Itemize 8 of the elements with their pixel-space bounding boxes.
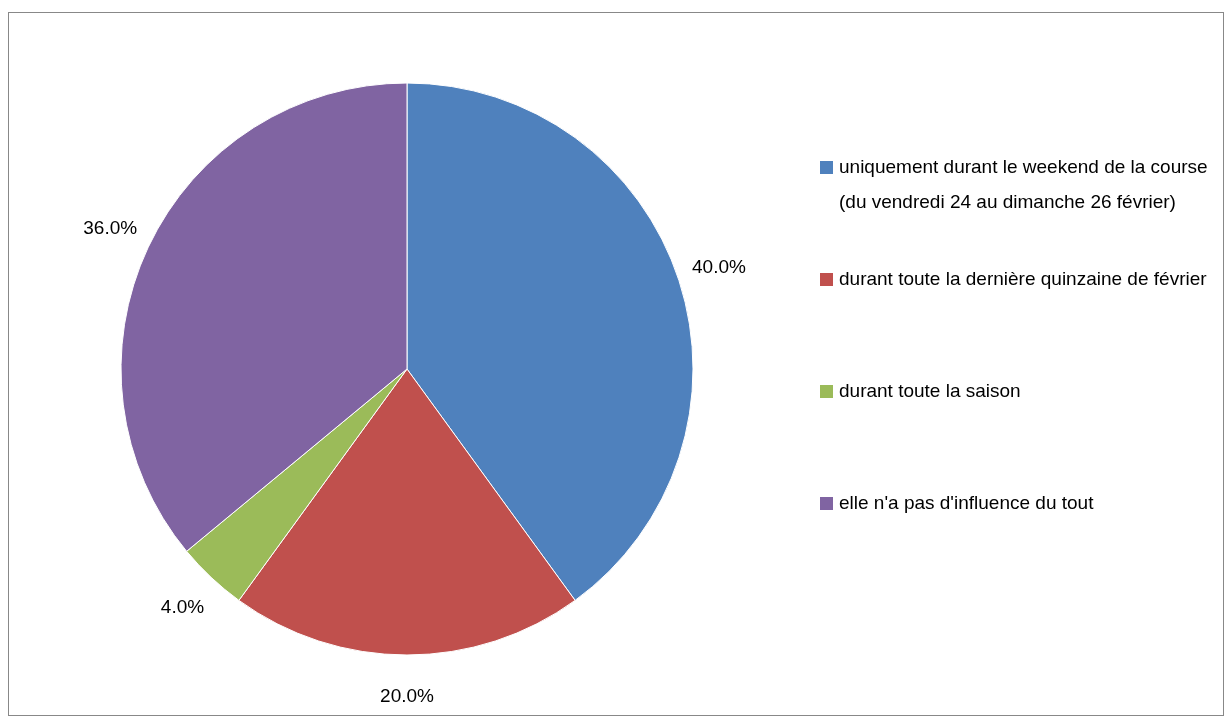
legend-label: durant toute la saison	[839, 380, 1021, 402]
legend-label: elle n'a pas d'influence du tout	[839, 492, 1095, 514]
legend-label: durant toute la dernière quinzaine de février	[839, 268, 1208, 290]
data-label: 36.0%	[83, 217, 138, 239]
data-label: 40.0%	[692, 255, 746, 277]
legend-label: uniquement durant le weekend de la course (du vendredi 24 au dimanche 26 février)	[839, 156, 1208, 213]
data-label: 4.0%	[160, 596, 205, 618]
data-label: 20.0%	[380, 685, 435, 707]
